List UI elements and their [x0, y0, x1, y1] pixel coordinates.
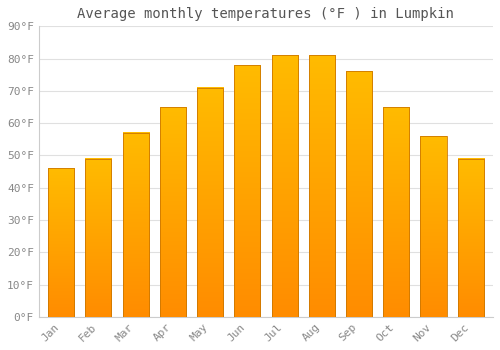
Bar — [160, 107, 186, 317]
Bar — [122, 133, 148, 317]
Bar — [346, 71, 372, 317]
Bar — [458, 159, 483, 317]
Bar — [86, 159, 112, 317]
Bar — [308, 55, 335, 317]
Title: Average monthly temperatures (°F ) in Lumpkin: Average monthly temperatures (°F ) in Lu… — [78, 7, 454, 21]
Bar — [420, 136, 446, 317]
Bar — [272, 55, 297, 317]
Bar — [48, 168, 74, 317]
Bar — [197, 88, 223, 317]
Bar — [383, 107, 409, 317]
Bar — [234, 65, 260, 317]
